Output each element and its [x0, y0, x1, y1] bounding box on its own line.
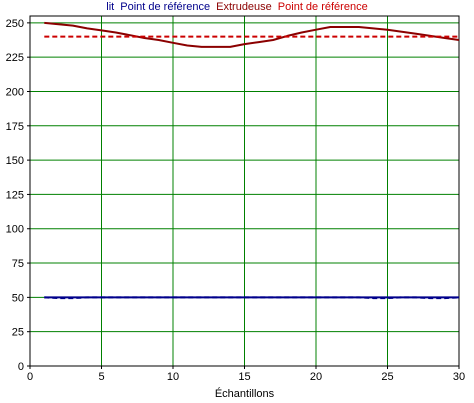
x-tick-label: 30	[453, 371, 465, 383]
chart-legend: lit Point de référence Extrudeuse Point …	[0, 0, 474, 14]
y-tick-label: 225	[6, 52, 24, 64]
legend-item-bed-setpoint: Point de référence	[120, 1, 211, 13]
legend-item-extruder-setpoint: Point de référence	[277, 1, 368, 13]
y-tick-label: 75	[12, 258, 24, 270]
x-tick-label: 20	[310, 371, 322, 383]
y-tick-label: 200	[6, 86, 24, 98]
y-tick-label: 100	[6, 224, 24, 236]
y-tick-label: 150	[6, 155, 24, 167]
series-line-2	[44, 21, 460, 48]
y-tick-label: 125	[6, 189, 24, 201]
legend-item-extruder: Extrudeuse	[216, 1, 272, 13]
series-line-1	[44, 296, 460, 300]
y-tick-label: 50	[12, 292, 24, 304]
x-tick-label: 0	[27, 371, 33, 383]
y-tick-label: 25	[12, 327, 24, 339]
legend-item-lit: lit	[106, 1, 115, 13]
y-tick-label: 250	[6, 18, 24, 30]
x-axis-label: Échantillons	[215, 387, 275, 400]
y-tick-label: 0	[18, 361, 24, 373]
x-tick-label: 25	[381, 371, 393, 383]
x-tick-label: 5	[98, 371, 104, 383]
x-tick-label: 15	[238, 371, 250, 383]
x-tick-label: 10	[167, 371, 179, 383]
y-tick-label: 175	[6, 121, 24, 133]
